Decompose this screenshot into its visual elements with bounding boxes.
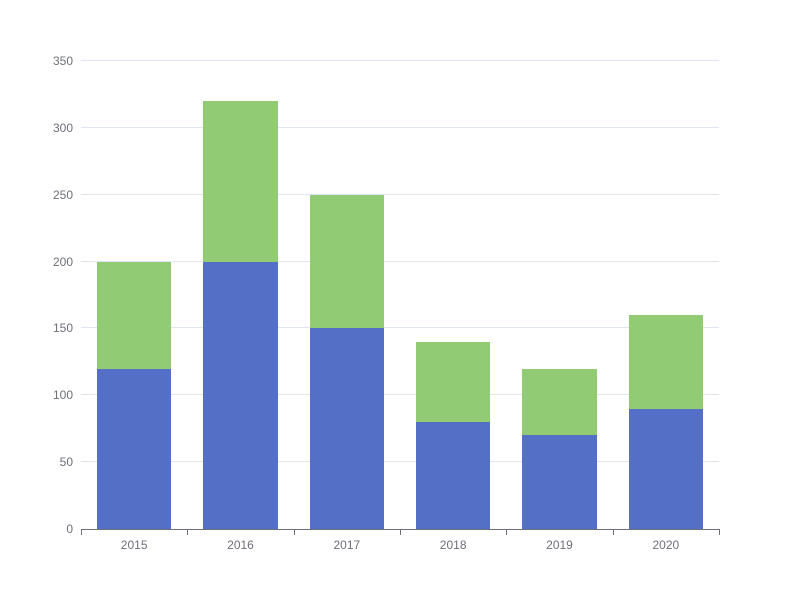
gridline-300 bbox=[81, 126, 719, 128]
y-axis-tick-label-250: 250 bbox=[52, 187, 73, 202]
bar-2018-series-green-segment[interactable] bbox=[415, 341, 491, 423]
bar-2019 bbox=[522, 61, 597, 529]
x-axis-tick-label-2020: 2020 bbox=[652, 538, 680, 552]
bar-slot-2016 bbox=[187, 61, 293, 529]
y-axis-tick-label-300: 300 bbox=[52, 120, 73, 135]
x-axis-tick-label-2017: 2017 bbox=[333, 538, 361, 552]
bar-slot-2018 bbox=[400, 61, 506, 529]
y-axis-tick-label-100: 100 bbox=[52, 388, 73, 403]
bar-2015 bbox=[96, 61, 172, 529]
x-axis-tick bbox=[506, 530, 508, 535]
gridline-250 bbox=[81, 193, 719, 195]
gridline-200 bbox=[81, 260, 719, 262]
x-axis-tick bbox=[81, 530, 82, 535]
y-axis-tick-label-150: 150 bbox=[52, 321, 73, 336]
gridline-350 bbox=[81, 60, 719, 61]
bar-slot-2020 bbox=[613, 61, 719, 529]
x-axis-tick-label-2019: 2019 bbox=[546, 538, 573, 552]
bar-2019-series-blue-segment[interactable] bbox=[522, 435, 597, 529]
gridline-50 bbox=[81, 461, 719, 463]
x-axis-tick-label-2015: 2015 bbox=[120, 538, 148, 552]
x-axis-tick bbox=[187, 530, 189, 535]
bar-2017-series-blue-segment[interactable] bbox=[309, 328, 385, 529]
bar-slot-2019 bbox=[506, 61, 612, 529]
y-axis-tick-label-350: 350 bbox=[52, 54, 73, 68]
x-axis-tick bbox=[400, 530, 401, 535]
x-axis-tick bbox=[719, 530, 720, 535]
bar-2016 bbox=[203, 61, 278, 529]
bar-slot-2017 bbox=[294, 61, 400, 529]
gridline-150 bbox=[81, 327, 719, 329]
x-axis-tick bbox=[612, 530, 614, 535]
bar-slot-2015 bbox=[81, 61, 187, 529]
x-axis-tick-label-2016: 2016 bbox=[227, 538, 254, 552]
bar-2020 bbox=[628, 61, 704, 529]
bar-2017 bbox=[309, 61, 385, 529]
y-axis-tick-label-0: 0 bbox=[66, 522, 73, 536]
bar-2020-series-green-segment[interactable] bbox=[628, 315, 704, 409]
bar-2016-series-blue-segment[interactable] bbox=[203, 261, 278, 529]
y-axis-tick-label-50: 50 bbox=[59, 455, 73, 470]
bar-2018 bbox=[415, 61, 491, 529]
bar-2016-series-green-segment[interactable] bbox=[203, 101, 278, 262]
bar-2018-series-blue-segment[interactable] bbox=[415, 422, 491, 529]
bar-2017-series-green-segment[interactable] bbox=[309, 194, 385, 329]
gridline-100 bbox=[81, 394, 719, 396]
plot-area bbox=[81, 60, 719, 529]
bar-2020-series-blue-segment[interactable] bbox=[628, 408, 704, 529]
bar-2019-series-green-segment[interactable] bbox=[522, 368, 597, 436]
y-axis-tick-label-200: 200 bbox=[52, 254, 73, 269]
bar-2015-series-blue-segment[interactable] bbox=[96, 368, 172, 529]
bar-2015-series-green-segment[interactable] bbox=[96, 261, 172, 369]
x-axis-line bbox=[81, 529, 720, 530]
x-axis-tick bbox=[293, 530, 295, 535]
x-axis-tick-label-2018: 2018 bbox=[439, 538, 467, 552]
